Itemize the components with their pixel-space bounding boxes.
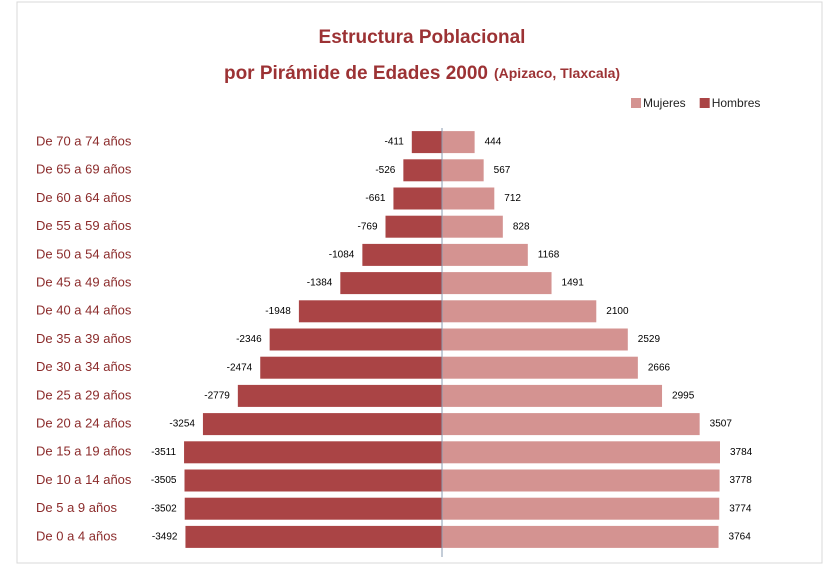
chart-subtitle: (Apizaco, Tlaxcala) xyxy=(494,65,620,81)
bar xyxy=(442,469,720,492)
bar xyxy=(298,300,442,323)
legend-swatch xyxy=(631,98,641,108)
data-label: 3778 xyxy=(730,475,753,486)
data-label: -3492 xyxy=(152,532,178,543)
bar xyxy=(442,384,663,407)
y-tick-label: De 20 a 24 años xyxy=(36,416,132,431)
frame xyxy=(16,1,823,564)
data-label: -1948 xyxy=(265,306,291,317)
data-label: -411 xyxy=(385,137,405,148)
data-label: 2666 xyxy=(648,362,671,373)
data-label: 444 xyxy=(485,137,502,148)
bar xyxy=(403,159,442,182)
bar xyxy=(442,215,503,238)
bar xyxy=(184,441,442,464)
data-label: -3511 xyxy=(151,447,176,458)
bar xyxy=(442,272,552,295)
bar xyxy=(340,272,442,295)
legend-swatch xyxy=(699,98,710,108)
y-tick-label: De 10 a 14 años xyxy=(36,472,132,487)
bar xyxy=(442,356,638,379)
data-label: 2529 xyxy=(638,334,661,345)
bar xyxy=(202,413,442,436)
data-label: -1084 xyxy=(329,250,355,261)
bar xyxy=(442,187,495,210)
data-label: 2995 xyxy=(672,391,695,402)
y-tick-label: De 45 a 49 años xyxy=(36,275,132,290)
data-label: 712 xyxy=(504,193,521,204)
bar xyxy=(442,159,484,182)
bar xyxy=(269,328,442,351)
data-label: 1491 xyxy=(562,278,585,289)
data-label: 567 xyxy=(494,165,511,176)
data-label: 1168 xyxy=(538,250,560,261)
bar xyxy=(442,328,628,351)
bar xyxy=(362,243,442,266)
bar xyxy=(442,525,719,548)
data-label: -2346 xyxy=(236,334,262,345)
y-tick-label: De 50 a 54 años xyxy=(36,246,132,261)
y-tick-label: De 40 a 44 años xyxy=(36,303,132,318)
bar xyxy=(442,243,528,266)
data-label: -3502 xyxy=(151,503,177,514)
chart-title-line: por Pirámide de Edades 2000 (Apizaco, Tla… xyxy=(224,63,620,84)
title-line2: por Pirámide de Edades 2000 xyxy=(224,63,488,84)
y-tick-label: De 55 a 59 años xyxy=(36,218,132,233)
bar xyxy=(393,187,442,210)
legend-label: Hombres xyxy=(712,96,761,110)
legend-label: Mujeres xyxy=(643,96,686,110)
data-label: 3784 xyxy=(730,447,753,458)
data-label: 3774 xyxy=(729,503,752,514)
bar xyxy=(442,300,597,323)
data-label: -526 xyxy=(375,165,395,176)
y-tick-label: De 30 a 34 años xyxy=(36,359,132,374)
data-label: 3764 xyxy=(729,532,752,543)
y-tick-label: De 25 a 29 años xyxy=(36,387,132,402)
data-label: -1384 xyxy=(307,278,333,289)
y-tick-label: De 60 a 64 años xyxy=(36,190,132,205)
bar xyxy=(442,413,700,436)
y-tick-label: De 70 a 74 años xyxy=(36,134,132,149)
bar xyxy=(184,497,442,520)
y-tick-label: De 65 a 69 años xyxy=(36,162,132,177)
bar xyxy=(442,131,475,154)
bar xyxy=(237,384,442,407)
data-label: -2779 xyxy=(204,391,230,402)
y-tick-label: De 35 a 39 años xyxy=(36,331,132,346)
bar xyxy=(385,215,442,238)
bar xyxy=(442,497,720,520)
data-label: -3505 xyxy=(151,475,177,486)
y-tick-label: De 15 a 19 años xyxy=(36,444,132,459)
data-label: -2474 xyxy=(227,362,253,373)
data-label: -661 xyxy=(365,193,385,204)
bar xyxy=(184,469,442,492)
data-label: 2100 xyxy=(606,306,629,317)
y-tick-label: De 0 a 4 años xyxy=(36,528,117,543)
data-label: -769 xyxy=(357,221,377,232)
bar xyxy=(411,131,442,154)
y-tick-label: De 5 a 9 años xyxy=(36,500,117,515)
chart-title: Estructura Poblacional xyxy=(319,27,526,48)
bar xyxy=(442,441,720,464)
bar xyxy=(185,525,442,548)
data-label: -3254 xyxy=(169,419,195,430)
data-label: 828 xyxy=(513,221,530,232)
bar xyxy=(260,356,442,379)
data-label: 3507 xyxy=(710,419,733,430)
